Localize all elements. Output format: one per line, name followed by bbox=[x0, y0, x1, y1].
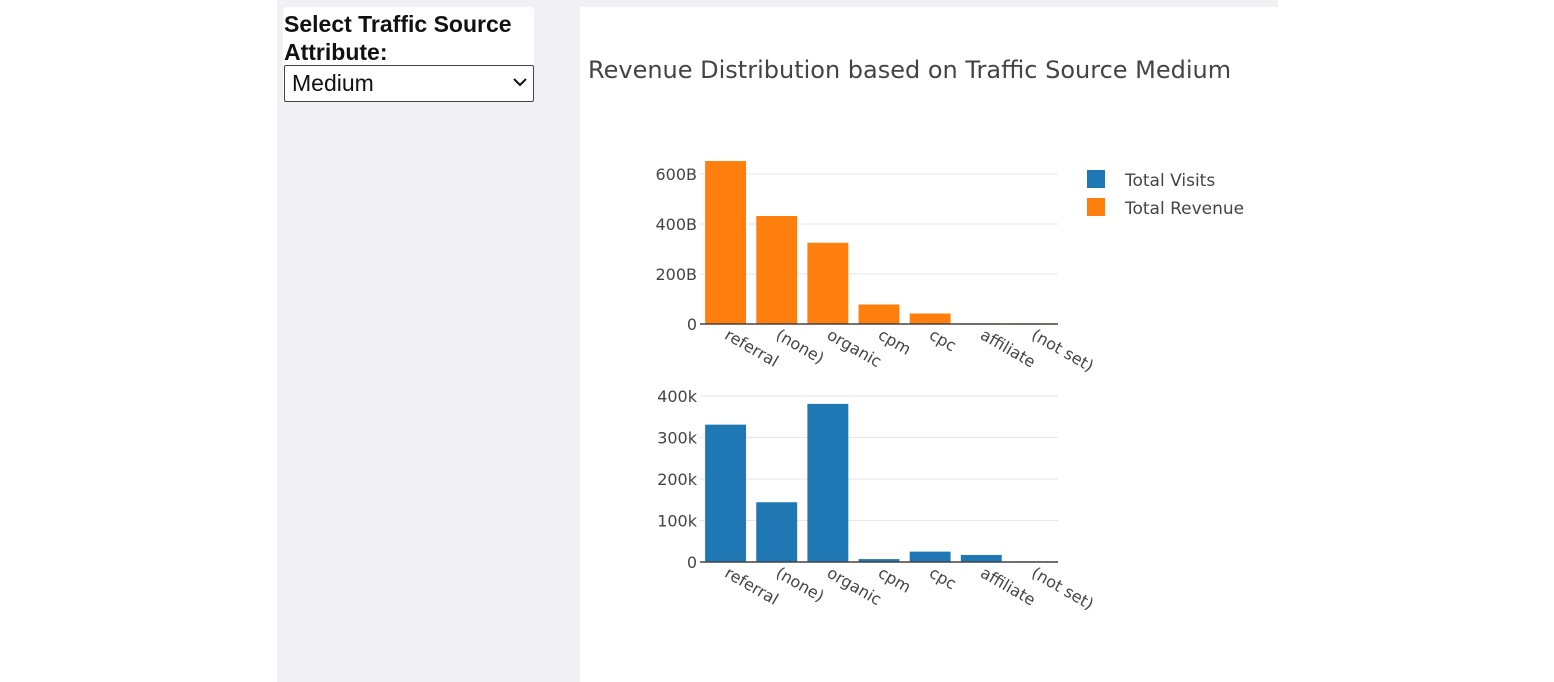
y-tick-label: 400k bbox=[657, 387, 698, 406]
y-tick-label: 600B bbox=[655, 165, 697, 184]
x-tick-label: cpc bbox=[926, 563, 960, 593]
chevron-down-icon bbox=[513, 78, 527, 87]
bar bbox=[909, 551, 951, 562]
x-tick-label: organic bbox=[824, 325, 885, 371]
x-tick-label: referral bbox=[722, 325, 782, 371]
bar bbox=[858, 559, 900, 562]
y-tick-label: 0 bbox=[687, 553, 697, 572]
bar bbox=[909, 313, 951, 324]
x-tick-label: (not set) bbox=[1028, 325, 1097, 376]
traffic-source-attribute-dropdown[interactable]: Medium bbox=[284, 65, 534, 102]
legend-swatch bbox=[1087, 170, 1105, 188]
bar bbox=[756, 216, 798, 324]
bar bbox=[756, 502, 798, 562]
x-tick-label: affiliate bbox=[977, 563, 1039, 610]
x-tick-label: organic bbox=[824, 563, 885, 609]
y-tick-label: 100k bbox=[657, 512, 698, 531]
header-strip bbox=[580, 0, 1278, 7]
chart-title: Revenue Distribution based on Traffic So… bbox=[588, 56, 1232, 84]
y-tick-label: 300k bbox=[657, 429, 698, 448]
x-tick-label: affiliate bbox=[977, 325, 1039, 372]
x-tick-label: referral bbox=[722, 563, 782, 609]
bar bbox=[807, 403, 849, 562]
y-tick-label: 200k bbox=[657, 470, 698, 489]
traffic-source-attribute-label: Select Traffic Source Attribute: bbox=[284, 11, 512, 65]
x-tick-label: (none) bbox=[773, 563, 828, 606]
bar bbox=[705, 424, 747, 562]
dropdown-selected-value: Medium bbox=[292, 70, 374, 96]
bar bbox=[960, 554, 1002, 562]
bar bbox=[705, 161, 747, 324]
x-tick-label: (not set) bbox=[1028, 563, 1097, 614]
y-tick-label: 200B bbox=[655, 265, 697, 284]
legend-label: Total Revenue bbox=[1124, 199, 1244, 219]
y-tick-label: 400B bbox=[655, 215, 697, 234]
legend-label: Total Visits bbox=[1124, 171, 1215, 191]
sidebar-panel bbox=[277, 0, 580, 682]
bar bbox=[858, 304, 900, 324]
legend-swatch bbox=[1087, 198, 1105, 216]
x-tick-label: (none) bbox=[773, 325, 828, 368]
x-tick-label: cpc bbox=[926, 325, 960, 355]
y-tick-label: 0 bbox=[687, 315, 697, 334]
bar bbox=[807, 242, 849, 324]
